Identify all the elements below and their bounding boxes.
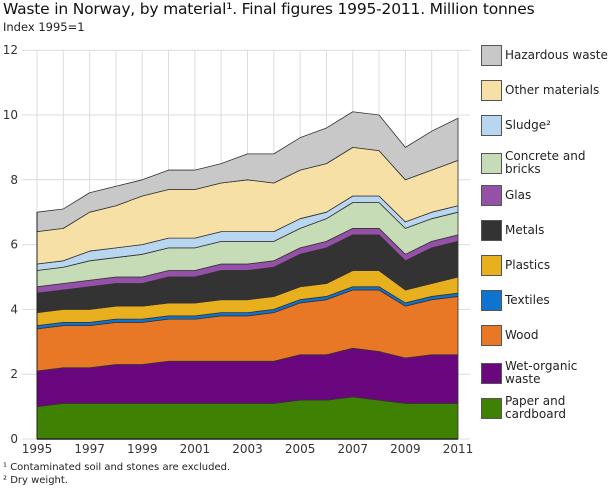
legend-label: Plastics — [505, 258, 551, 272]
legend-item[interactable]: Concrete and bricks — [481, 150, 610, 176]
legend-item[interactable]: Plastics — [481, 255, 610, 276]
x-tick-label: 2005 — [285, 442, 316, 456]
legend-item[interactable]: Wet-organic waste — [481, 360, 610, 386]
legend-label: Wood — [505, 328, 539, 342]
legend-item[interactable]: Other materials — [481, 80, 610, 101]
legend-item[interactable]: Paper and cardboard — [481, 395, 610, 421]
legend-item[interactable]: Metals — [481, 220, 610, 241]
y-tick-label: 4 — [10, 302, 18, 316]
legend-swatch — [481, 80, 502, 101]
legend-label: Other materials — [505, 83, 600, 97]
legend-swatch — [481, 362, 502, 384]
chart-subtitle: Index 1995=1 — [3, 20, 85, 34]
y-tick-label: 8 — [10, 173, 18, 187]
legend-swatch — [481, 290, 502, 311]
x-tick-label: 2003 — [232, 442, 263, 456]
x-tick-label: 2009 — [390, 442, 421, 456]
x-tick-label: 1999 — [127, 442, 158, 456]
legend-label: Sludge² — [505, 118, 551, 132]
legend-item[interactable]: Textiles — [481, 290, 610, 311]
legend-swatch — [481, 255, 502, 276]
x-tick-label: 2001 — [180, 442, 211, 456]
legend-swatch — [481, 220, 502, 241]
legend-item[interactable]: Wood — [481, 325, 610, 346]
legend-label: Concrete and bricks — [505, 149, 586, 176]
legend-swatch — [481, 325, 502, 346]
legend-label: Paper and cardboard — [505, 394, 566, 421]
chart-title: Waste in Norway, by material¹. Final fig… — [3, 0, 535, 18]
legend-swatch — [481, 397, 502, 419]
legend-swatch — [481, 45, 502, 66]
legend-item[interactable]: Glas — [481, 185, 610, 206]
legend-swatch — [481, 152, 502, 174]
x-tick-label: 2011 — [443, 442, 474, 456]
legend-swatch — [481, 185, 502, 206]
footnote-2: ² Dry weight. — [3, 475, 68, 486]
legend-label: Wet-organic waste — [505, 359, 578, 386]
legend-label: Glas — [505, 188, 532, 202]
y-tick-label: 12 — [3, 43, 18, 57]
area-hazardous-waste — [36, 111, 459, 233]
legend-swatch — [481, 115, 502, 136]
x-tick-label: 1997 — [74, 442, 105, 456]
x-tick-label: 1995 — [22, 442, 53, 456]
legend-label: Textiles — [505, 293, 550, 307]
y-tick-label: 6 — [10, 238, 18, 252]
y-tick-label: 2 — [10, 367, 18, 381]
y-tick-label: 0 — [10, 432, 18, 446]
legend-item[interactable]: Sludge² — [481, 115, 610, 136]
legend-label: Metals — [505, 223, 545, 237]
footnote-1: ¹ Contaminated soil and stones are exclu… — [3, 462, 231, 473]
y-tick-label: 10 — [3, 108, 18, 122]
legend-label: Hazardous waste — [505, 48, 608, 62]
x-tick-label: 2007 — [337, 442, 368, 456]
legend-item[interactable]: Hazardous waste — [481, 45, 610, 66]
